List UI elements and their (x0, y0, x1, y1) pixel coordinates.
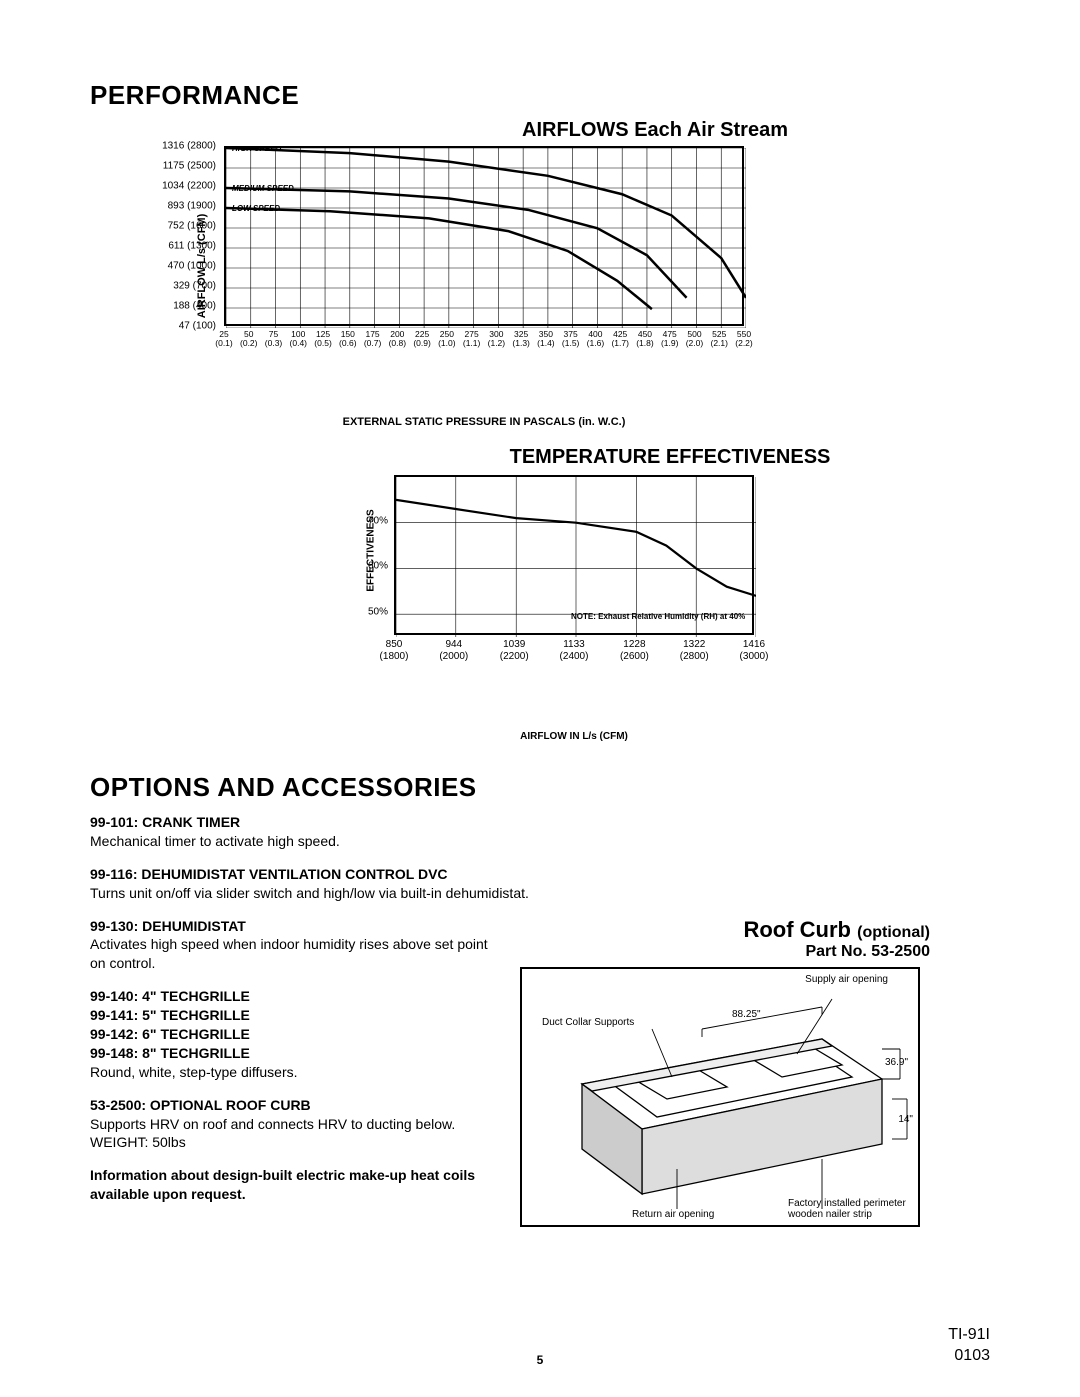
temp-xtick: 1133(2400) (560, 639, 589, 663)
airflow-series-label: HIGH SPEED (232, 148, 282, 153)
roof-label-supply: Supply air opening (805, 974, 888, 985)
accessory-techgrille: 99-140: 4" TECHGRILLE 99-141: 5" TECHGRI… (90, 987, 490, 1081)
airflow-xtick: 450(1.8) (636, 330, 653, 349)
temp-xtick: 1228(2600) (620, 639, 649, 663)
airflow-ytick: 1175 (2500) (163, 161, 216, 172)
acc-title: 99-116: DEHUMIDISTAT VENTILATION CONTROL… (90, 865, 990, 884)
roof-label-depth: 36.9" (885, 1057, 908, 1068)
acc-title: 99-142: 6" TECHGRILLE (90, 1025, 490, 1044)
airflow-xtick: 225(0.9) (413, 330, 430, 349)
airflow-ytick: 1034 (2200) (162, 181, 216, 192)
acc-desc: Round, white, step-type diffusers. (90, 1063, 490, 1082)
acc-title: 99-101: CRANK TIMER (90, 813, 990, 832)
airflow-series-label: LOW SPEED (232, 204, 280, 213)
airflow-series-curve (226, 148, 746, 298)
doc-code: TI-91I0103 (948, 1325, 990, 1367)
page-number: 5 (0, 1353, 1080, 1367)
options-heading: OPTIONS AND ACCESSORIES (90, 772, 990, 803)
roof-curb-figure: Supply air opening Duct Collar Supports … (520, 967, 920, 1227)
airflow-xtick: 550(2.2) (735, 330, 752, 349)
airflow-ytick: 752 (1600) (168, 221, 216, 232)
airflow-ytick: 47 (100) (179, 321, 216, 332)
airflow-xtick: 50(0.2) (240, 330, 257, 349)
airflow-ytick: 893 (1900) (168, 201, 216, 212)
roof-label-height: 14" (898, 1114, 913, 1125)
airflow-chart: AIRFLOWS Each Air Stream AIRFLOW L/s (CF… (220, 119, 990, 428)
airflow-xtick: 250(1.0) (438, 330, 455, 349)
acc-title: 53-2500: OPTIONAL ROOF CURB (90, 1096, 490, 1115)
temp-xtick: 944(2000) (439, 639, 468, 663)
acc-desc: WEIGHT: 50lbs (90, 1133, 490, 1152)
airflow-xtick: 175(0.7) (364, 330, 381, 349)
roof-label-width: 88.25" (732, 1009, 761, 1020)
airflow-ytick: 188 (400) (173, 301, 216, 312)
airflow-xtick: 150(0.6) (339, 330, 356, 349)
temp-note: NOTE: Exhaust Relative Humidity (RH) at … (571, 612, 745, 621)
airflow-xtick: 275(1.1) (463, 330, 480, 349)
temp-ytick: 50% (368, 607, 388, 618)
airflow-xtick: 500(2.0) (686, 330, 703, 349)
airflow-xtick: 100(0.4) (290, 330, 307, 349)
acc-info-text: Information about design-built electric … (90, 1166, 490, 1204)
airflow-xtick: 525(2.1) (710, 330, 727, 349)
temp-xtick: 1322(2800) (680, 639, 709, 663)
acc-desc: Mechanical timer to activate high speed. (90, 832, 990, 851)
airflow-xlabel: EXTERNAL STATIC PRESSURE IN PASCALS (in.… (224, 416, 744, 428)
accessory-dvc: 99-116: DEHUMIDISTAT VENTILATION CONTROL… (90, 865, 990, 903)
acc-desc: Activates high speed when indoor humidit… (90, 935, 490, 973)
airflow-ytick: 611 (1300) (168, 241, 216, 252)
temp-ytick: 70% (368, 515, 388, 526)
airflow-series-label: MEDIUM SPEED (232, 184, 294, 193)
airflow-ytick: 470 (1000) (168, 261, 216, 272)
temp-xlabel: AIRFLOW IN L/s (CFM) (394, 731, 754, 742)
airflow-xtick: 475(1.9) (661, 330, 678, 349)
airflow-xtick: 325(1.3) (512, 330, 529, 349)
airflow-xtick: 375(1.5) (562, 330, 579, 349)
roof-curb-title: Roof Curb (optional) (520, 917, 930, 943)
airflow-xtick: 25(0.1) (215, 330, 232, 349)
temp-chart-title: TEMPERATURE EFFECTIVENESS (350, 446, 990, 469)
airflow-ytick: 1316 (2800) (162, 141, 216, 152)
airflow-xtick: 425(1.7) (611, 330, 628, 349)
accessory-crank-timer: 99-101: CRANK TIMER Mechanical timer to … (90, 813, 990, 851)
temp-xtick: 1039(2200) (500, 639, 529, 663)
temp-chart: TEMPERATURE EFFECTIVENESS EFFECTIVENESS … (340, 446, 990, 742)
accessory-info: Information about design-built electric … (90, 1166, 490, 1204)
airflow-xtick: 125(0.5) (314, 330, 331, 349)
airflow-series-curve (226, 208, 652, 309)
acc-title: 99-130: DEHUMIDISTAT (90, 917, 490, 936)
airflow-xtick: 300(1.2) (488, 330, 505, 349)
acc-desc: Supports HRV on roof and connects HRV to… (90, 1115, 490, 1134)
airflow-ytick: 329 (700) (173, 281, 216, 292)
airflow-xtick: 75(0.3) (265, 330, 282, 349)
airflow-xtick: 350(1.4) (537, 330, 554, 349)
airflow-chart-title: AIRFLOWS Each Air Stream (320, 119, 990, 142)
acc-title: 99-141: 5" TECHGRILLE (90, 1006, 490, 1025)
roof-label-return: Return air opening (632, 1209, 714, 1220)
airflow-xtick: 400(1.6) (587, 330, 604, 349)
temp-xtick: 1416(3000) (740, 639, 769, 663)
temp-ytick: 60% (368, 561, 388, 572)
airflow-xtick: 200(0.8) (389, 330, 406, 349)
roof-curb-part: Part No. 53-2500 (520, 943, 930, 961)
temp-xtick: 850(1800) (380, 639, 409, 663)
acc-desc: Turns unit on/off via slider switch and … (90, 884, 990, 903)
roof-label-nailer: Factory installed perimeter wooden naile… (788, 1198, 908, 1220)
performance-heading: PERFORMANCE (90, 80, 990, 111)
acc-title: 99-140: 4" TECHGRILLE (90, 987, 490, 1006)
roof-label-duct: Duct Collar Supports (542, 1017, 634, 1028)
accessory-dehumidistat: 99-130: DEHUMIDISTAT Activates high spee… (90, 917, 490, 974)
acc-title: 99-148: 8" TECHGRILLE (90, 1044, 490, 1063)
accessory-roof-curb: 53-2500: OPTIONAL ROOF CURB Supports HRV… (90, 1096, 490, 1153)
